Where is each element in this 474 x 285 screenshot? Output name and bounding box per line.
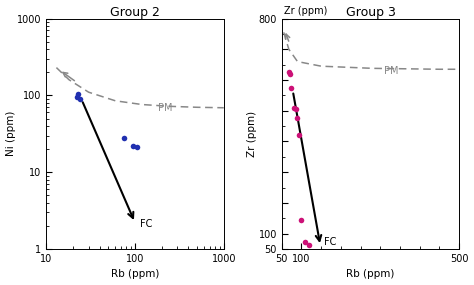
Point — [296, 133, 303, 138]
Point — [290, 105, 297, 110]
Point — [120, 136, 128, 140]
Point — [293, 116, 301, 121]
Point — [133, 145, 141, 150]
Point — [74, 91, 82, 96]
Text: PM: PM — [384, 66, 399, 76]
Point — [287, 86, 295, 90]
Point — [285, 70, 292, 75]
X-axis label: Rb (ppm): Rb (ppm) — [346, 269, 395, 280]
Point — [306, 243, 313, 248]
Title: Group 2: Group 2 — [110, 5, 160, 19]
Text: PM: PM — [158, 103, 172, 113]
Point — [73, 95, 81, 99]
Point — [292, 107, 300, 111]
Point — [76, 97, 84, 101]
Title: Group 3: Group 3 — [346, 5, 395, 19]
X-axis label: Rb (ppm): Rb (ppm) — [111, 269, 159, 280]
Point — [298, 217, 305, 222]
Y-axis label: Ni (ppm): Ni (ppm) — [6, 111, 16, 156]
Text: FC: FC — [324, 237, 337, 247]
Y-axis label: Zr (ppm): Zr (ppm) — [247, 111, 257, 157]
Text: Zr (ppm): Zr (ppm) — [283, 6, 327, 16]
Point — [301, 240, 309, 245]
Text: FC: FC — [140, 219, 153, 229]
Point — [129, 144, 137, 148]
Point — [287, 72, 294, 76]
